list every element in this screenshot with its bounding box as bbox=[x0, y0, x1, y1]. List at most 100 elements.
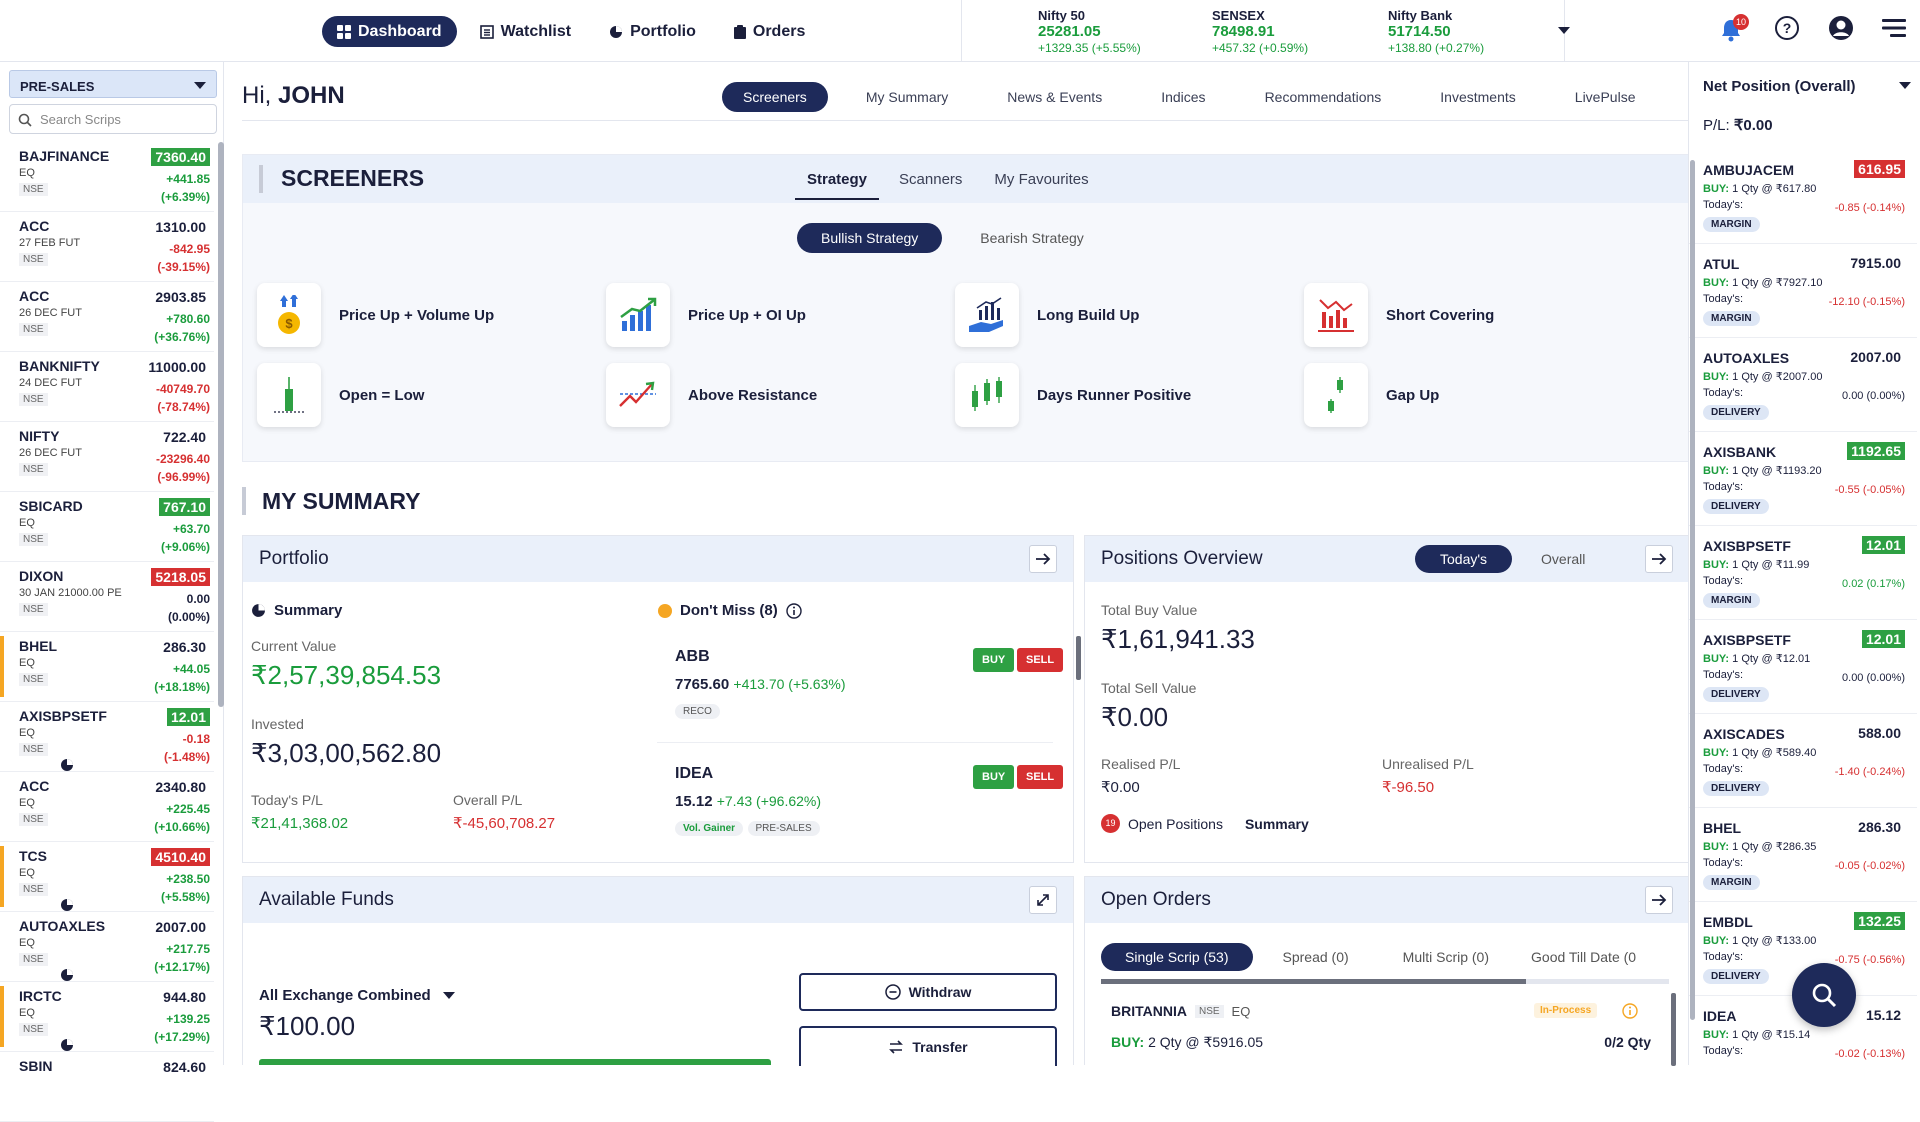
position-qty: BUY: 1 Qty @ ₹12.01 bbox=[1703, 652, 1905, 665]
main-tab-livepulse[interactable]: LivePulse bbox=[1574, 89, 1636, 105]
watchlist-row[interactable]: ACC 26 DEC FUT NSE 2903.85 +780.60 (+36.76%) bbox=[0, 282, 214, 352]
tab-multi-scrip[interactable]: Multi Scrip (0) bbox=[1402, 949, 1490, 965]
withdraw-button[interactable]: Withdraw bbox=[799, 973, 1057, 1011]
net-position-row[interactable]: IDEA 15.12 BUY: 1 Qty @ ₹15.14 Today's: -0.0… bbox=[1689, 996, 1917, 1065]
net-position-row[interactable]: AXISBPSETF 12.01 BUY: 1 Qty @ ₹11.99 Today'… bbox=[1689, 526, 1917, 620]
watchlist-row[interactable]: AUTOAXLES EQ NSE 2007.00 +217.75 (+12.17%) bbox=[0, 912, 214, 982]
main-tab-my-summary[interactable]: My Summary bbox=[865, 89, 949, 105]
main-tab-recommendations[interactable]: Recommendations bbox=[1264, 89, 1382, 105]
watchlist-row[interactable]: NIFTY 26 DEC FUT NSE 722.40 -23296.40 (-96.99… bbox=[0, 422, 214, 492]
nav-dashboard[interactable]: Dashboard bbox=[322, 16, 457, 47]
watchlist-selector[interactable]: PRE-SALES bbox=[9, 70, 217, 98]
watchlist-row[interactable]: BAJFINANCE EQ NSE 7360.40 +441.85 (+6.39%) bbox=[0, 142, 214, 212]
dont-miss-scrollbar[interactable] bbox=[1076, 636, 1081, 680]
watchlist-row[interactable]: SBICARD EQ NSE 767.10 +63.70 (+9.06%) bbox=[0, 492, 214, 562]
pie-icon bbox=[609, 25, 623, 39]
watchlist-row[interactable]: SBIN 824.60 bbox=[0, 1052, 214, 1122]
info-icon[interactable] bbox=[1622, 1003, 1638, 1019]
open-positions-link[interactable]: Open Positions bbox=[1128, 815, 1223, 832]
notifications-button[interactable]: 10 bbox=[1720, 14, 1749, 42]
net-position-row[interactable]: EMBDL 132.25 BUY: 1 Qty @ ₹133.00 Today's: -… bbox=[1689, 902, 1917, 996]
menu-icon[interactable] bbox=[1882, 18, 1906, 38]
screener-tabs: Strategy Scanners My Favourites bbox=[795, 167, 1109, 200]
main-tab-screeners[interactable]: Screeners bbox=[722, 82, 828, 112]
positions-open-button[interactable] bbox=[1645, 545, 1673, 573]
index-nifty50[interactable]: Nifty 50 25281.05 +1329.35 (+5.55%) bbox=[1038, 8, 1141, 56]
search-fab-button[interactable] bbox=[1792, 963, 1856, 1027]
buy-button-abb[interactable]: BUY bbox=[973, 648, 1015, 672]
order-tabs-scroll-thumb[interactable] bbox=[1101, 979, 1526, 984]
order-exchange: NSE bbox=[1194, 1004, 1224, 1018]
screener-long-build-up[interactable]: Long Build Up bbox=[955, 283, 1139, 347]
sell-button-abb[interactable]: SELL bbox=[1017, 648, 1064, 672]
funds-expand-button[interactable] bbox=[1029, 886, 1057, 914]
tab-single-scrip[interactable]: Single Scrip (53) bbox=[1101, 943, 1253, 971]
orders-open-button[interactable] bbox=[1645, 886, 1673, 914]
net-position-row[interactable]: AUTOAXLES 2007.00 BUY: 1 Qty @ ₹2007.00 Tod… bbox=[1689, 338, 1917, 432]
screener-tab-my-favourites[interactable]: My Favourites bbox=[994, 171, 1089, 188]
net-position-row[interactable]: AXISBANK 1192.65 BUY: 1 Qty @ ₹1193.20 Toda… bbox=[1689, 432, 1917, 526]
watchlist-row[interactable]: IRCTC EQ NSE 944.80 +139.25 (+17.29%) bbox=[0, 982, 214, 1052]
position-price: 12.01 bbox=[1861, 630, 1905, 648]
watchlist-row[interactable]: BHEL EQ NSE 286.30 +44.05 (+18.18%) bbox=[0, 632, 214, 702]
tab-good-till-date[interactable]: Good Till Date (0 bbox=[1531, 949, 1637, 965]
nav-orders[interactable]: Orders bbox=[719, 16, 820, 47]
dont-miss-item[interactable]: IDEA 15.12 +7.43 (+96.62%) Vol. Gainer P… bbox=[657, 743, 1053, 858]
withdraw-label: Withdraw bbox=[908, 984, 972, 1000]
positions-summary-link[interactable]: Summary bbox=[1244, 815, 1309, 832]
info-icon[interactable] bbox=[786, 602, 802, 619]
tab-todays[interactable]: Today's bbox=[1415, 545, 1513, 573]
open-orders-header: Open Orders bbox=[1085, 877, 1689, 923]
exchange-selector[interactable]: All Exchange Combined bbox=[259, 987, 455, 1004]
nav-watchlist[interactable]: Watchlist bbox=[465, 16, 587, 47]
watchlist-row[interactable]: AXISBPSETF EQ NSE 12.01 -0.18 (-1.48%) bbox=[0, 702, 214, 772]
nav-portfolio[interactable]: Portfolio bbox=[594, 16, 711, 47]
dont-miss-item[interactable]: ABB 7765.60 +413.70 (+5.63%) RECO BUY bbox=[657, 626, 1053, 743]
watchlist-row[interactable]: DIXON 30 JAN 21000.00 PE NSE 5218.05 0.00 (0.… bbox=[0, 562, 214, 632]
holdings-pie-icon bbox=[61, 969, 73, 981]
tab-overall[interactable]: Overall bbox=[1541, 551, 1586, 567]
dont-miss-symbol: ABB bbox=[675, 648, 710, 665]
index-sensex[interactable]: SENSEX 78498.91 +457.32 (+0.59%) bbox=[1212, 8, 1308, 56]
screener-gap-up[interactable]: Gap Up bbox=[1304, 363, 1439, 427]
screener-above-resistance[interactable]: Above Resistance bbox=[606, 363, 817, 427]
screener-price-up-oi-up[interactable]: Price Up + OI Up bbox=[606, 283, 806, 347]
screener-tab-scanners[interactable]: Scanners bbox=[899, 171, 963, 188]
orders-scrollbar[interactable] bbox=[1671, 993, 1676, 1066]
net-position-row[interactable]: ATUL 7915.00 BUY: 1 Qty @ ₹7927.10 Today's:… bbox=[1689, 244, 1917, 338]
watchlist-row[interactable]: BANKNIFTY 24 DEC FUT NSE 11000.00 -40749.70 (… bbox=[0, 352, 214, 422]
net-position-scrollbar[interactable] bbox=[1690, 160, 1695, 1020]
sell-button-idea[interactable]: SELL bbox=[1017, 765, 1064, 789]
tab-spread[interactable]: Spread (0) bbox=[1282, 949, 1349, 965]
help-icon[interactable]: ? bbox=[1774, 15, 1800, 41]
buy-button-idea[interactable]: BUY bbox=[973, 765, 1015, 789]
watchlist-row[interactable]: TCS EQ NSE 4510.40 +238.50 (+5.58%) bbox=[0, 842, 214, 912]
position-price: 132.25 bbox=[1854, 912, 1905, 930]
net-position-selector[interactable]: Net Position (Overall) bbox=[1703, 78, 1911, 95]
transfer-button[interactable]: Transfer bbox=[799, 1026, 1057, 1066]
portfolio-open-button[interactable] bbox=[1029, 545, 1057, 573]
main-tab-indices[interactable]: Indices bbox=[1161, 89, 1206, 105]
screener-days-runner-positive[interactable]: Days Runner Positive bbox=[955, 363, 1191, 427]
strategy-tab-bullish-strategy[interactable]: Bullish Strategy bbox=[797, 223, 943, 253]
strategy-tab-bearish-strategy[interactable]: Bearish Strategy bbox=[980, 230, 1084, 246]
screener-open-low[interactable]: Open = Low bbox=[257, 363, 424, 427]
order-row[interactable]: BRITANNIA NSE EQ In-Process BUY: 2 Qty @… bbox=[1101, 993, 1661, 1066]
watchlist-scrollbar[interactable] bbox=[218, 142, 224, 707]
watchlist-row[interactable]: ACC 27 FEB FUT NSE 1310.00 -842.95 (-39.15%) bbox=[0, 212, 214, 282]
watchlist-row[interactable]: ACC EQ NSE 2340.80 +225.45 (+10.66%) bbox=[0, 772, 214, 842]
index-dropdown-icon[interactable] bbox=[1558, 27, 1570, 34]
user-avatar-icon[interactable] bbox=[1828, 15, 1854, 41]
net-position-row[interactable]: AMBUJACEM 616.95 BUY: 1 Qty @ ₹617.80 Today… bbox=[1689, 150, 1917, 244]
search-input[interactable]: Search Scrips bbox=[9, 104, 217, 134]
screener-price-up-volume-up[interactable]: $ Price Up + Volume Up bbox=[257, 283, 494, 347]
net-position-row[interactable]: AXISBPSETF 12.01 BUY: 1 Qty @ ₹12.01 Today'… bbox=[1689, 620, 1917, 714]
main-tab-news-events[interactable]: News & Events bbox=[1007, 89, 1103, 105]
index-niftybank[interactable]: Nifty Bank 51714.50 +138.80 (+0.27%) bbox=[1388, 8, 1484, 56]
net-position-row[interactable]: AXISCADES 588.00 BUY: 1 Qty @ ₹589.40 Today… bbox=[1689, 714, 1917, 808]
position-side: BUY: bbox=[1703, 465, 1733, 477]
main-tab-investments[interactable]: Investments bbox=[1440, 89, 1516, 105]
screener-tab-strategy[interactable]: Strategy bbox=[795, 167, 880, 200]
net-position-row[interactable]: BHEL 286.30 BUY: 1 Qty @ ₹286.35 Today's: -0… bbox=[1689, 808, 1917, 902]
screener-short-covering[interactable]: Short Covering bbox=[1304, 283, 1494, 347]
